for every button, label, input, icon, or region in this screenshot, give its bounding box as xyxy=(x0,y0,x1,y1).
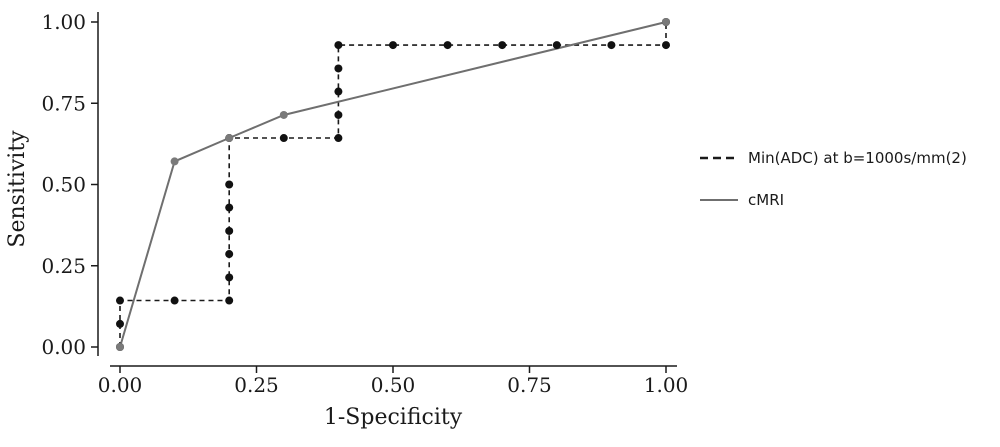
series-line-cmri xyxy=(119,21,667,348)
legend: Min(ADC) at b=1000s/mm(2) cMRI xyxy=(700,149,967,209)
data-point-min-adc xyxy=(225,273,234,282)
data-point-cmri xyxy=(116,343,124,351)
y-tick-label: 0.50 xyxy=(41,173,86,197)
data-point-cmri xyxy=(662,18,670,26)
data-point-min-adc xyxy=(334,110,343,119)
data-point-min-adc xyxy=(116,296,124,305)
x-tick-label: 0.75 xyxy=(507,373,552,397)
y-ticks: 0.00 0.25 0.50 0.75 1.00 xyxy=(41,10,98,359)
data-point-min-adc xyxy=(170,296,179,305)
data-point-cmri xyxy=(225,134,234,143)
x-tick-label: 0.50 xyxy=(371,373,416,397)
axes xyxy=(97,12,677,367)
data-point-cmri xyxy=(279,110,288,119)
series-layer xyxy=(116,18,670,351)
data-point-min-adc xyxy=(279,134,288,143)
data-point-min-adc xyxy=(225,203,234,212)
y-tick-label: 0.00 xyxy=(41,335,86,359)
data-point-min-adc xyxy=(225,296,234,305)
data-point-cmri xyxy=(170,157,179,166)
data-point-min-adc xyxy=(225,226,234,235)
legend-label: Min(ADC) at b=1000s/mm(2) xyxy=(748,149,967,167)
y-axis-title: Sensitivity xyxy=(5,130,30,248)
data-point-min-adc xyxy=(334,87,343,96)
data-point-min-adc xyxy=(498,41,507,50)
data-point-min-adc xyxy=(116,319,124,328)
x-tick-label: 1.00 xyxy=(644,373,689,397)
data-point-min-adc xyxy=(443,41,452,50)
data-point-min-adc xyxy=(389,41,397,50)
x-tick-label: 0.25 xyxy=(234,373,279,397)
x-ticks: 0.00 0.25 0.50 0.75 1.00 xyxy=(98,366,689,397)
data-point-min-adc xyxy=(334,64,343,73)
y-tick-label: 0.75 xyxy=(41,91,86,115)
y-tick-label: 1.00 xyxy=(41,10,86,34)
x-tick-label: 0.00 xyxy=(98,373,143,397)
series-line-min-adc xyxy=(119,22,667,347)
data-point-min-adc xyxy=(662,41,670,50)
y-tick-label: 0.25 xyxy=(41,254,86,278)
x-axis-title: 1-Specificity xyxy=(324,405,463,430)
data-point-min-adc xyxy=(334,134,343,143)
data-point-min-adc xyxy=(552,41,561,50)
data-point-min-adc xyxy=(334,41,343,50)
data-point-min-adc xyxy=(225,250,234,259)
data-point-min-adc xyxy=(607,41,616,50)
data-point-min-adc xyxy=(225,180,234,189)
legend-label: cMRI xyxy=(748,191,784,209)
